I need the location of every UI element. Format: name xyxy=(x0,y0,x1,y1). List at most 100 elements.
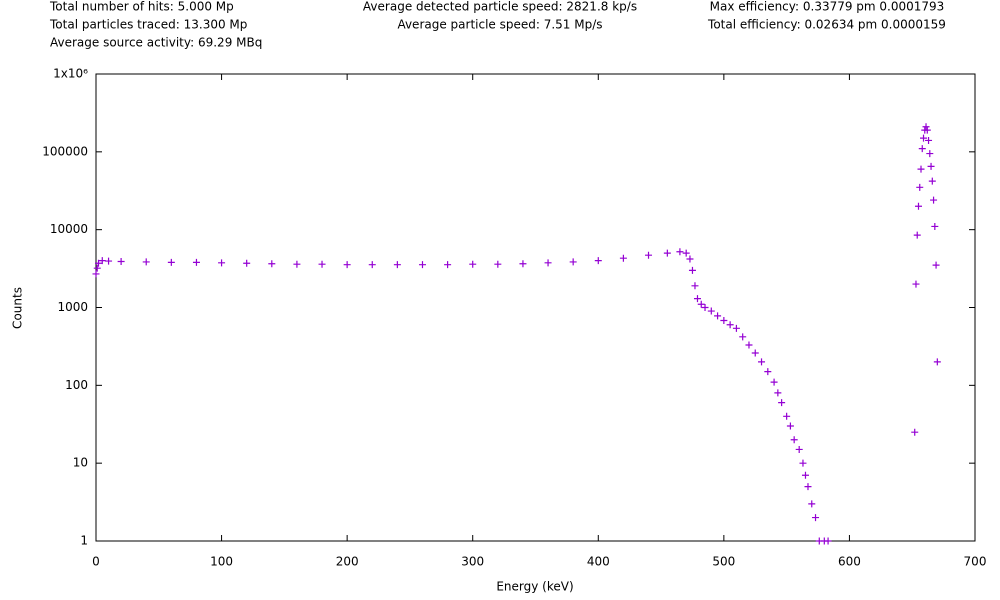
y-tick-label: 100 xyxy=(65,378,88,392)
data-point xyxy=(343,261,351,269)
data-point xyxy=(686,255,694,263)
data-point xyxy=(714,312,722,320)
data-point xyxy=(95,259,103,267)
x-tick-label: 300 xyxy=(461,555,484,569)
y-tick-label: 1x10⁶ xyxy=(53,67,88,81)
data-point xyxy=(801,471,809,479)
data-point xyxy=(913,231,921,239)
data-point xyxy=(93,264,101,272)
data-point xyxy=(469,260,477,268)
y-tick-label: 1 xyxy=(80,534,88,548)
data-point xyxy=(682,249,690,257)
data-point xyxy=(925,136,933,144)
x-tick-label: 200 xyxy=(336,555,359,569)
data-point xyxy=(691,282,699,290)
data-point xyxy=(778,399,786,407)
data-point xyxy=(732,324,740,332)
annotation: Max efficiency: 0.33779 pm 0.0001793 xyxy=(710,0,945,14)
data-point xyxy=(812,514,820,522)
data-point xyxy=(720,317,728,325)
data-point xyxy=(645,251,653,259)
data-point xyxy=(916,183,924,191)
data-point xyxy=(619,254,627,262)
data-point xyxy=(701,304,709,311)
data-point xyxy=(764,368,772,376)
y-tick-label: 10000 xyxy=(50,222,88,236)
plot-frame xyxy=(95,73,976,542)
data-point xyxy=(922,123,930,131)
y-tick-label: 1000 xyxy=(57,300,88,314)
data-point xyxy=(751,349,759,357)
data-point xyxy=(663,249,671,257)
data-point xyxy=(494,260,502,268)
data-point xyxy=(920,134,928,142)
data-point xyxy=(927,162,935,170)
data-point xyxy=(368,261,376,269)
data-point xyxy=(932,261,940,269)
data-point xyxy=(268,260,276,268)
data-point xyxy=(105,257,113,265)
y-tick-label: 10 xyxy=(73,456,88,470)
data-point xyxy=(218,259,226,267)
data-point xyxy=(808,500,816,508)
data-point xyxy=(318,260,326,268)
data-point xyxy=(688,266,696,274)
data-point xyxy=(393,261,401,269)
data-point xyxy=(192,258,200,266)
x-axis-label: Energy (keV) xyxy=(496,580,573,594)
data-point xyxy=(739,333,747,341)
data-point xyxy=(676,248,684,256)
data-point xyxy=(790,436,798,444)
data-point xyxy=(726,321,734,329)
data-point xyxy=(804,483,812,491)
data-point xyxy=(783,412,791,420)
data-point xyxy=(914,202,922,210)
y-tick-label: 100000 xyxy=(42,144,88,158)
x-tick-label: 0 xyxy=(92,555,100,569)
x-tick-label: 600 xyxy=(838,555,861,569)
data-point xyxy=(774,389,782,397)
annotation: Average particle speed: 7.51 Mp/s xyxy=(397,18,602,32)
data-point xyxy=(544,259,552,267)
data-point xyxy=(799,459,807,467)
data-point xyxy=(795,445,803,453)
data-point xyxy=(928,177,936,185)
data-point xyxy=(912,280,920,288)
data-point xyxy=(444,261,452,269)
data-point xyxy=(98,257,106,265)
annotation: Average detected particle speed: 2821.8 … xyxy=(363,0,637,14)
data-point xyxy=(594,257,602,265)
annotation: Average source activity: 69.29 MBq xyxy=(50,36,262,50)
annotation: Total efficiency: 0.02634 pm 0.0000159 xyxy=(707,18,946,32)
x-tick-label: 400 xyxy=(587,555,610,569)
data-point xyxy=(926,150,934,158)
data-point xyxy=(745,341,753,349)
data-point xyxy=(92,270,100,278)
data-point xyxy=(758,358,766,366)
data-point xyxy=(167,258,175,266)
x-tick-label: 100 xyxy=(210,555,233,569)
data-point xyxy=(142,258,150,266)
data-point xyxy=(569,258,577,266)
data-point xyxy=(931,222,939,230)
x-tick-label: 500 xyxy=(712,555,735,569)
data-point xyxy=(707,307,715,315)
y-axis-label: Counts xyxy=(11,287,25,329)
data-point xyxy=(697,300,705,308)
data-point xyxy=(923,126,931,134)
data-point xyxy=(786,422,794,430)
data-point xyxy=(243,259,251,267)
data-point xyxy=(824,537,832,545)
data-point xyxy=(918,145,926,153)
data-point xyxy=(693,295,701,303)
data-point xyxy=(117,257,125,265)
data-point xyxy=(418,261,426,269)
data-point xyxy=(770,378,778,386)
annotation: Total particles traced: 13.300 Mp xyxy=(49,18,247,32)
data-point xyxy=(917,165,925,173)
x-tick-label: 700 xyxy=(964,555,987,569)
data-point xyxy=(911,428,919,436)
data-point xyxy=(933,358,941,366)
data-point xyxy=(930,196,938,204)
